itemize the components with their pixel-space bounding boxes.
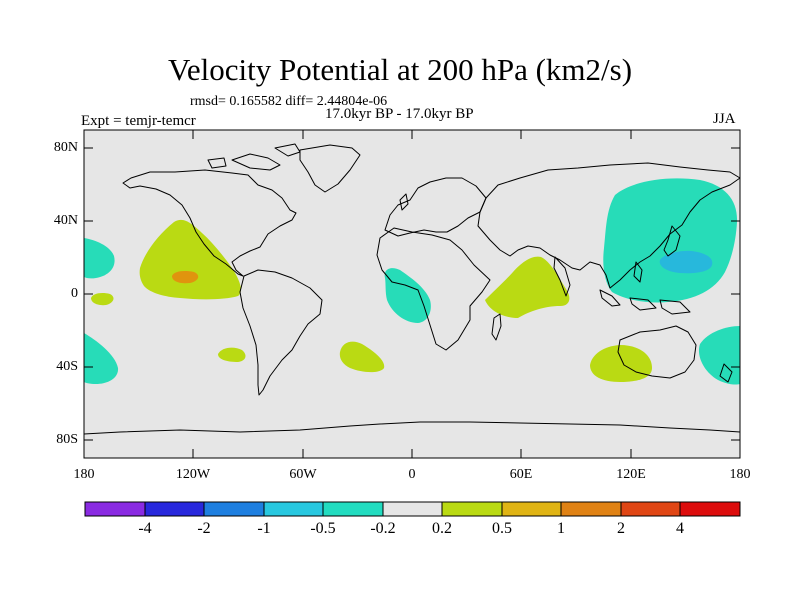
anomaly-regions: [84, 178, 740, 385]
coast-asia: [477, 162, 741, 289]
lon-label-60w: 60W: [289, 467, 317, 482]
lat-label-0: 0: [71, 286, 78, 301]
coast-uk: [399, 193, 409, 211]
cyan-region-atlantic: [384, 268, 431, 323]
lime-region-south-pacific: [218, 347, 246, 362]
lon-label-60e: 60E: [509, 467, 533, 482]
coast-madagascar: [491, 313, 502, 341]
colorbar-label-5: -0.2: [370, 520, 396, 537]
colorbar-label-4: -0.5: [310, 520, 336, 537]
colorbar-label-2: -2: [197, 520, 211, 537]
period-line: 17.0kyr BP - 17.0kyr BP: [325, 106, 474, 122]
coast-india: [553, 256, 571, 297]
cyan-region-north-pacific: [603, 178, 738, 303]
colorbar-box-10: [620, 501, 681, 517]
lon-label-0: 0: [408, 467, 416, 482]
colorbar-box-1: [84, 501, 146, 517]
colorbar-label-9: 2: [617, 520, 625, 537]
colorbar-box-11: [679, 501, 741, 517]
map-frame: [83, 129, 741, 459]
x-ticks: [192, 130, 632, 458]
cyan-region-west-pacific-edge: [84, 238, 115, 279]
lat-label-40s: 40S: [56, 359, 78, 374]
lon-label-180e: 180: [729, 467, 751, 482]
coast-arctic-islands: [207, 143, 301, 171]
season-label: JJA: [713, 111, 736, 127]
lon-label-180w: 180: [73, 467, 95, 482]
colorbar-box-4: [263, 501, 324, 517]
coast-antarctica: [83, 421, 741, 435]
colorbar-box-2: [144, 501, 205, 517]
colorbar-label-8: 1: [557, 520, 565, 537]
coast-australia: [617, 325, 697, 379]
colorbar-box-3: [203, 501, 265, 517]
colorbar-label-6: 0.2: [432, 520, 452, 537]
lat-label-80n: 80N: [53, 140, 78, 155]
lat-label-80s: 80S: [56, 432, 78, 447]
coast-greenland: [299, 144, 361, 193]
y-ticks: [84, 147, 740, 441]
colorbar-label-1: -4: [138, 520, 152, 537]
lon-label-120e: 120E: [616, 467, 646, 482]
colorbar-label-7: 0.5: [492, 520, 512, 537]
coastlines: [83, 143, 741, 435]
plot-title: Velocity Potential at 200 hPa (km2/s): [167, 52, 633, 87]
coast-indonesia: [599, 261, 691, 315]
coast-north-america: [122, 169, 297, 277]
colorbar-box-8: [501, 501, 562, 517]
expt-line: Expt = temjr-temcr: [81, 113, 196, 129]
colorbar-label-3: -1: [257, 520, 271, 537]
lon-label-120w: 120W: [175, 467, 211, 482]
colorbar-box-5: [322, 501, 384, 517]
lime-region-central-pacific: [91, 293, 114, 306]
blue-region-north-pacific-core: [659, 250, 713, 274]
colorbar-box-7: [441, 501, 503, 517]
colorbar: [84, 501, 741, 517]
cyan-region-southeast-pacific-edge: [84, 333, 119, 384]
lat-label-40n: 40N: [53, 213, 78, 228]
coast-japan: [663, 225, 681, 257]
colorbar-box-9: [560, 501, 622, 517]
colorbar-label-10: 4: [676, 520, 684, 537]
orange-region-east-pacific-core: [172, 271, 199, 284]
lime-region-south-indian: [590, 345, 652, 382]
colorbar-box-6: [382, 501, 443, 517]
coast-south-america: [239, 269, 323, 396]
lime-region-east-pacific: [139, 219, 241, 300]
stats-line: rmsd= 0.165582 diff= 2.44804e-06: [190, 94, 388, 109]
coast-africa: [376, 227, 491, 351]
lime-region-indian-ocean: [485, 256, 570, 318]
coast-new-zealand: [719, 363, 733, 383]
lime-region-south-atlantic: [339, 341, 385, 373]
